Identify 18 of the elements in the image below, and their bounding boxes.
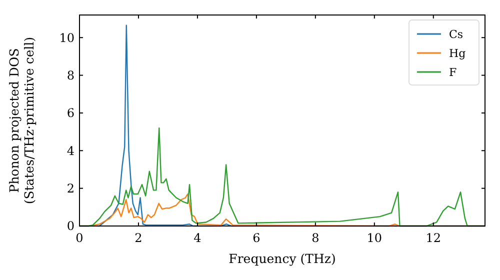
x-tick-label: 8 [312, 231, 320, 245]
x-tick-label: 12 [426, 231, 442, 245]
y-tick-label: 0 [66, 219, 74, 234]
y-tick-label: 6 [66, 106, 74, 120]
y-tick-label: 4 [66, 144, 75, 158]
y-axis-title: Phonon projected DOS (States/THz·primitive cell) [6, 36, 36, 204]
y-tick-label: 10 [59, 30, 74, 45]
legend-label: Cs [449, 28, 464, 41]
x-axis-title: Frequency (THz) [228, 251, 336, 266]
y-tick-label: 8 [66, 68, 74, 82]
x-tick-label: 4 [194, 231, 202, 245]
legend-label: F [449, 66, 457, 79]
x-tick-label: 2 [134, 231, 142, 245]
y-tick-label: 2 [66, 182, 74, 196]
x-tick-label: 0 [76, 231, 84, 245]
x-tick-label: 6 [252, 231, 260, 245]
legend-label: Hg [449, 46, 466, 60]
x-tick-label: 10 [366, 231, 382, 245]
